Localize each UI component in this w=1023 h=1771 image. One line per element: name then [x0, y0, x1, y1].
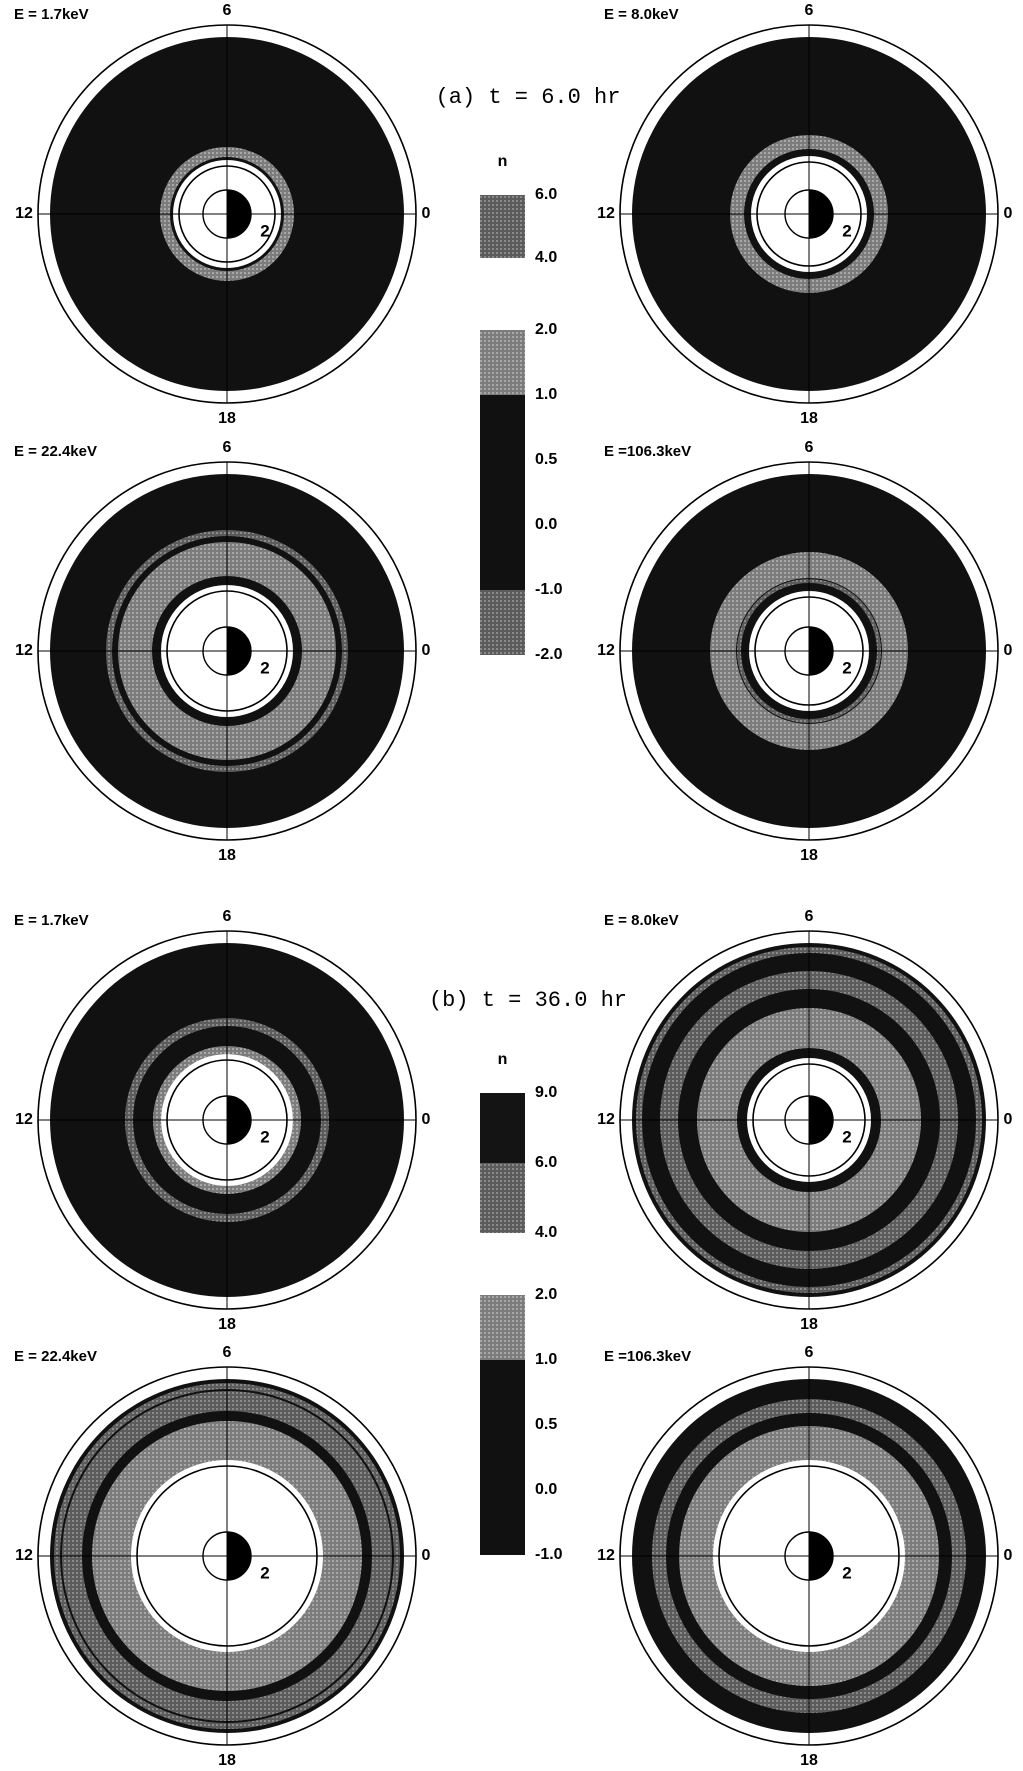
mlt-label-bottom: 18	[218, 1316, 236, 1333]
mlt-label-right: 0	[1004, 1111, 1013, 1128]
colorbar-swatch	[480, 330, 525, 395]
energy-label: E = 1.7keV	[14, 912, 89, 929]
panel-title: (b) t = 36.0 hr	[429, 988, 627, 1013]
mlt-label-bottom: 18	[800, 1752, 818, 1769]
colorbar-swatch	[480, 1163, 525, 1233]
mlt-label-left: 12	[15, 1547, 33, 1564]
colorbar-tick: 0.0	[535, 1481, 557, 1498]
colorbar-tick: 2.0	[535, 321, 557, 338]
energy-label: E = 22.4keV	[14, 443, 97, 460]
energy-label: E = 1.7keV	[14, 6, 89, 23]
ring-label: 2	[842, 1563, 851, 1582]
ring-label: 2	[260, 221, 269, 240]
mlt-label-left: 12	[597, 1547, 615, 1564]
colorbar-swatch	[480, 395, 525, 460]
mlt-label-top: 6	[223, 439, 232, 456]
colorbar-tick: 0.5	[535, 451, 557, 468]
mlt-label-left: 12	[597, 1111, 615, 1128]
mlt-label-bottom: 18	[218, 410, 236, 427]
energy-label: E = 8.0keV	[604, 6, 679, 23]
colorbar-b: n 9.0 6.0 4.0 2.0 1.0 0.5 0.0 -1.0	[480, 1051, 563, 1563]
ring-label: 2	[260, 1127, 269, 1146]
colorbar-tick: -1.0	[535, 581, 563, 598]
polar-plot: 2 6 18 12 0 E =106.3keV	[597, 439, 1012, 864]
ring-label: 2	[842, 1127, 851, 1146]
mlt-label-right: 0	[422, 1547, 431, 1564]
ring-label: 2	[842, 221, 851, 240]
colorbar-tick: 1.0	[535, 1351, 557, 1368]
mlt-label-left: 12	[15, 642, 33, 659]
colorbar-tick: -2.0	[535, 646, 563, 663]
polar-plot: 2 6 18 12 0 E =106.3keV	[597, 1344, 1012, 1769]
mlt-label-right: 0	[1004, 642, 1013, 659]
colorbar-tick: 4.0	[535, 1224, 557, 1241]
polar-plot: 2 6 18 12 0 E = 1.7keV	[14, 908, 431, 1333]
mlt-label-left: 12	[597, 205, 615, 222]
colorbar-title: n	[498, 153, 508, 170]
colorbar-swatch	[480, 460, 525, 525]
colorbar-tick: 0.0	[535, 516, 557, 533]
mlt-label-right: 0	[422, 1111, 431, 1128]
colorbar-swatch	[480, 1425, 525, 1490]
colorbar-tick: 6.0	[535, 186, 557, 203]
colorbar-tick: 0.5	[535, 1416, 557, 1433]
mlt-label-top: 6	[805, 1344, 814, 1361]
energy-label: E =106.3keV	[604, 1348, 691, 1365]
colorbar-tick: 4.0	[535, 249, 557, 266]
mlt-label-top: 6	[223, 2, 232, 19]
colorbar-swatch	[480, 1490, 525, 1555]
mlt-label-right: 0	[422, 205, 431, 222]
mlt-label-top: 6	[805, 439, 814, 456]
energy-label: E = 22.4keV	[14, 1348, 97, 1365]
colorbar-a: n 6.0 4.0 2.0 1.0 0.5 0.0 -1.0 -2.0	[480, 153, 563, 663]
polar-plot: 2 6 18 12 0 E = 8.0keV	[597, 2, 1012, 427]
colorbar-swatch	[480, 195, 525, 258]
colorbar-tick: -1.0	[535, 1546, 563, 1563]
colorbar-tick: 6.0	[535, 1154, 557, 1171]
mlt-label-bottom: 18	[800, 1316, 818, 1333]
mlt-label-bottom: 18	[218, 847, 236, 864]
mlt-label-right: 0	[1004, 205, 1013, 222]
mlt-label-top: 6	[805, 2, 814, 19]
colorbar-swatch	[480, 1093, 525, 1163]
mlt-label-top: 6	[223, 908, 232, 925]
mlt-label-bottom: 18	[218, 1752, 236, 1769]
colorbar-title: n	[498, 1051, 508, 1068]
mlt-label-right: 0	[1004, 1547, 1013, 1564]
colorbar-swatch	[480, 1360, 525, 1425]
energy-label: E = 8.0keV	[604, 912, 679, 929]
colorbar-swatch	[480, 1295, 525, 1360]
polar-plot: 2 6 18 12 0 E = 8.0keV	[597, 908, 1012, 1333]
ring-label: 2	[842, 658, 851, 677]
mlt-label-left: 12	[15, 1111, 33, 1128]
colorbar-tick: 9.0	[535, 1084, 557, 1101]
colorbar-tick: 1.0	[535, 386, 557, 403]
colorbar-swatch	[480, 590, 525, 655]
ring-label: 2	[260, 1563, 269, 1582]
mlt-label-left: 12	[15, 205, 33, 222]
ring-label: 2	[260, 658, 269, 677]
polar-plot: 2 6 18 12 0 E = 1.7keV	[14, 2, 431, 427]
colorbar-tick: 2.0	[535, 1286, 557, 1303]
panel-a: 2 6 18 12 0 E = 1.7keV 2 6 18 12 0 E = 8.0keV 2 6 18 12…	[14, 2, 1013, 864]
mlt-label-bottom: 18	[800, 410, 818, 427]
colorbar-swatch	[480, 525, 525, 590]
polar-plot: 2 6 18 12 0 E = 22.4keV	[14, 439, 431, 864]
panel-b: 2 6 18 12 0 E = 1.7keV 2 6 18 12 0 E = 8.0keV 2 6 18 12…	[14, 908, 1013, 1769]
mlt-label-top: 6	[805, 908, 814, 925]
panel-title: (a) t = 6.0 hr	[436, 85, 621, 110]
mlt-label-top: 6	[223, 1344, 232, 1361]
mlt-label-left: 12	[597, 642, 615, 659]
mlt-label-bottom: 18	[800, 847, 818, 864]
energy-label: E =106.3keV	[604, 443, 691, 460]
polar-plot: 2 6 18 12 0 E = 22.4keV	[14, 1344, 431, 1769]
mlt-label-right: 0	[422, 642, 431, 659]
